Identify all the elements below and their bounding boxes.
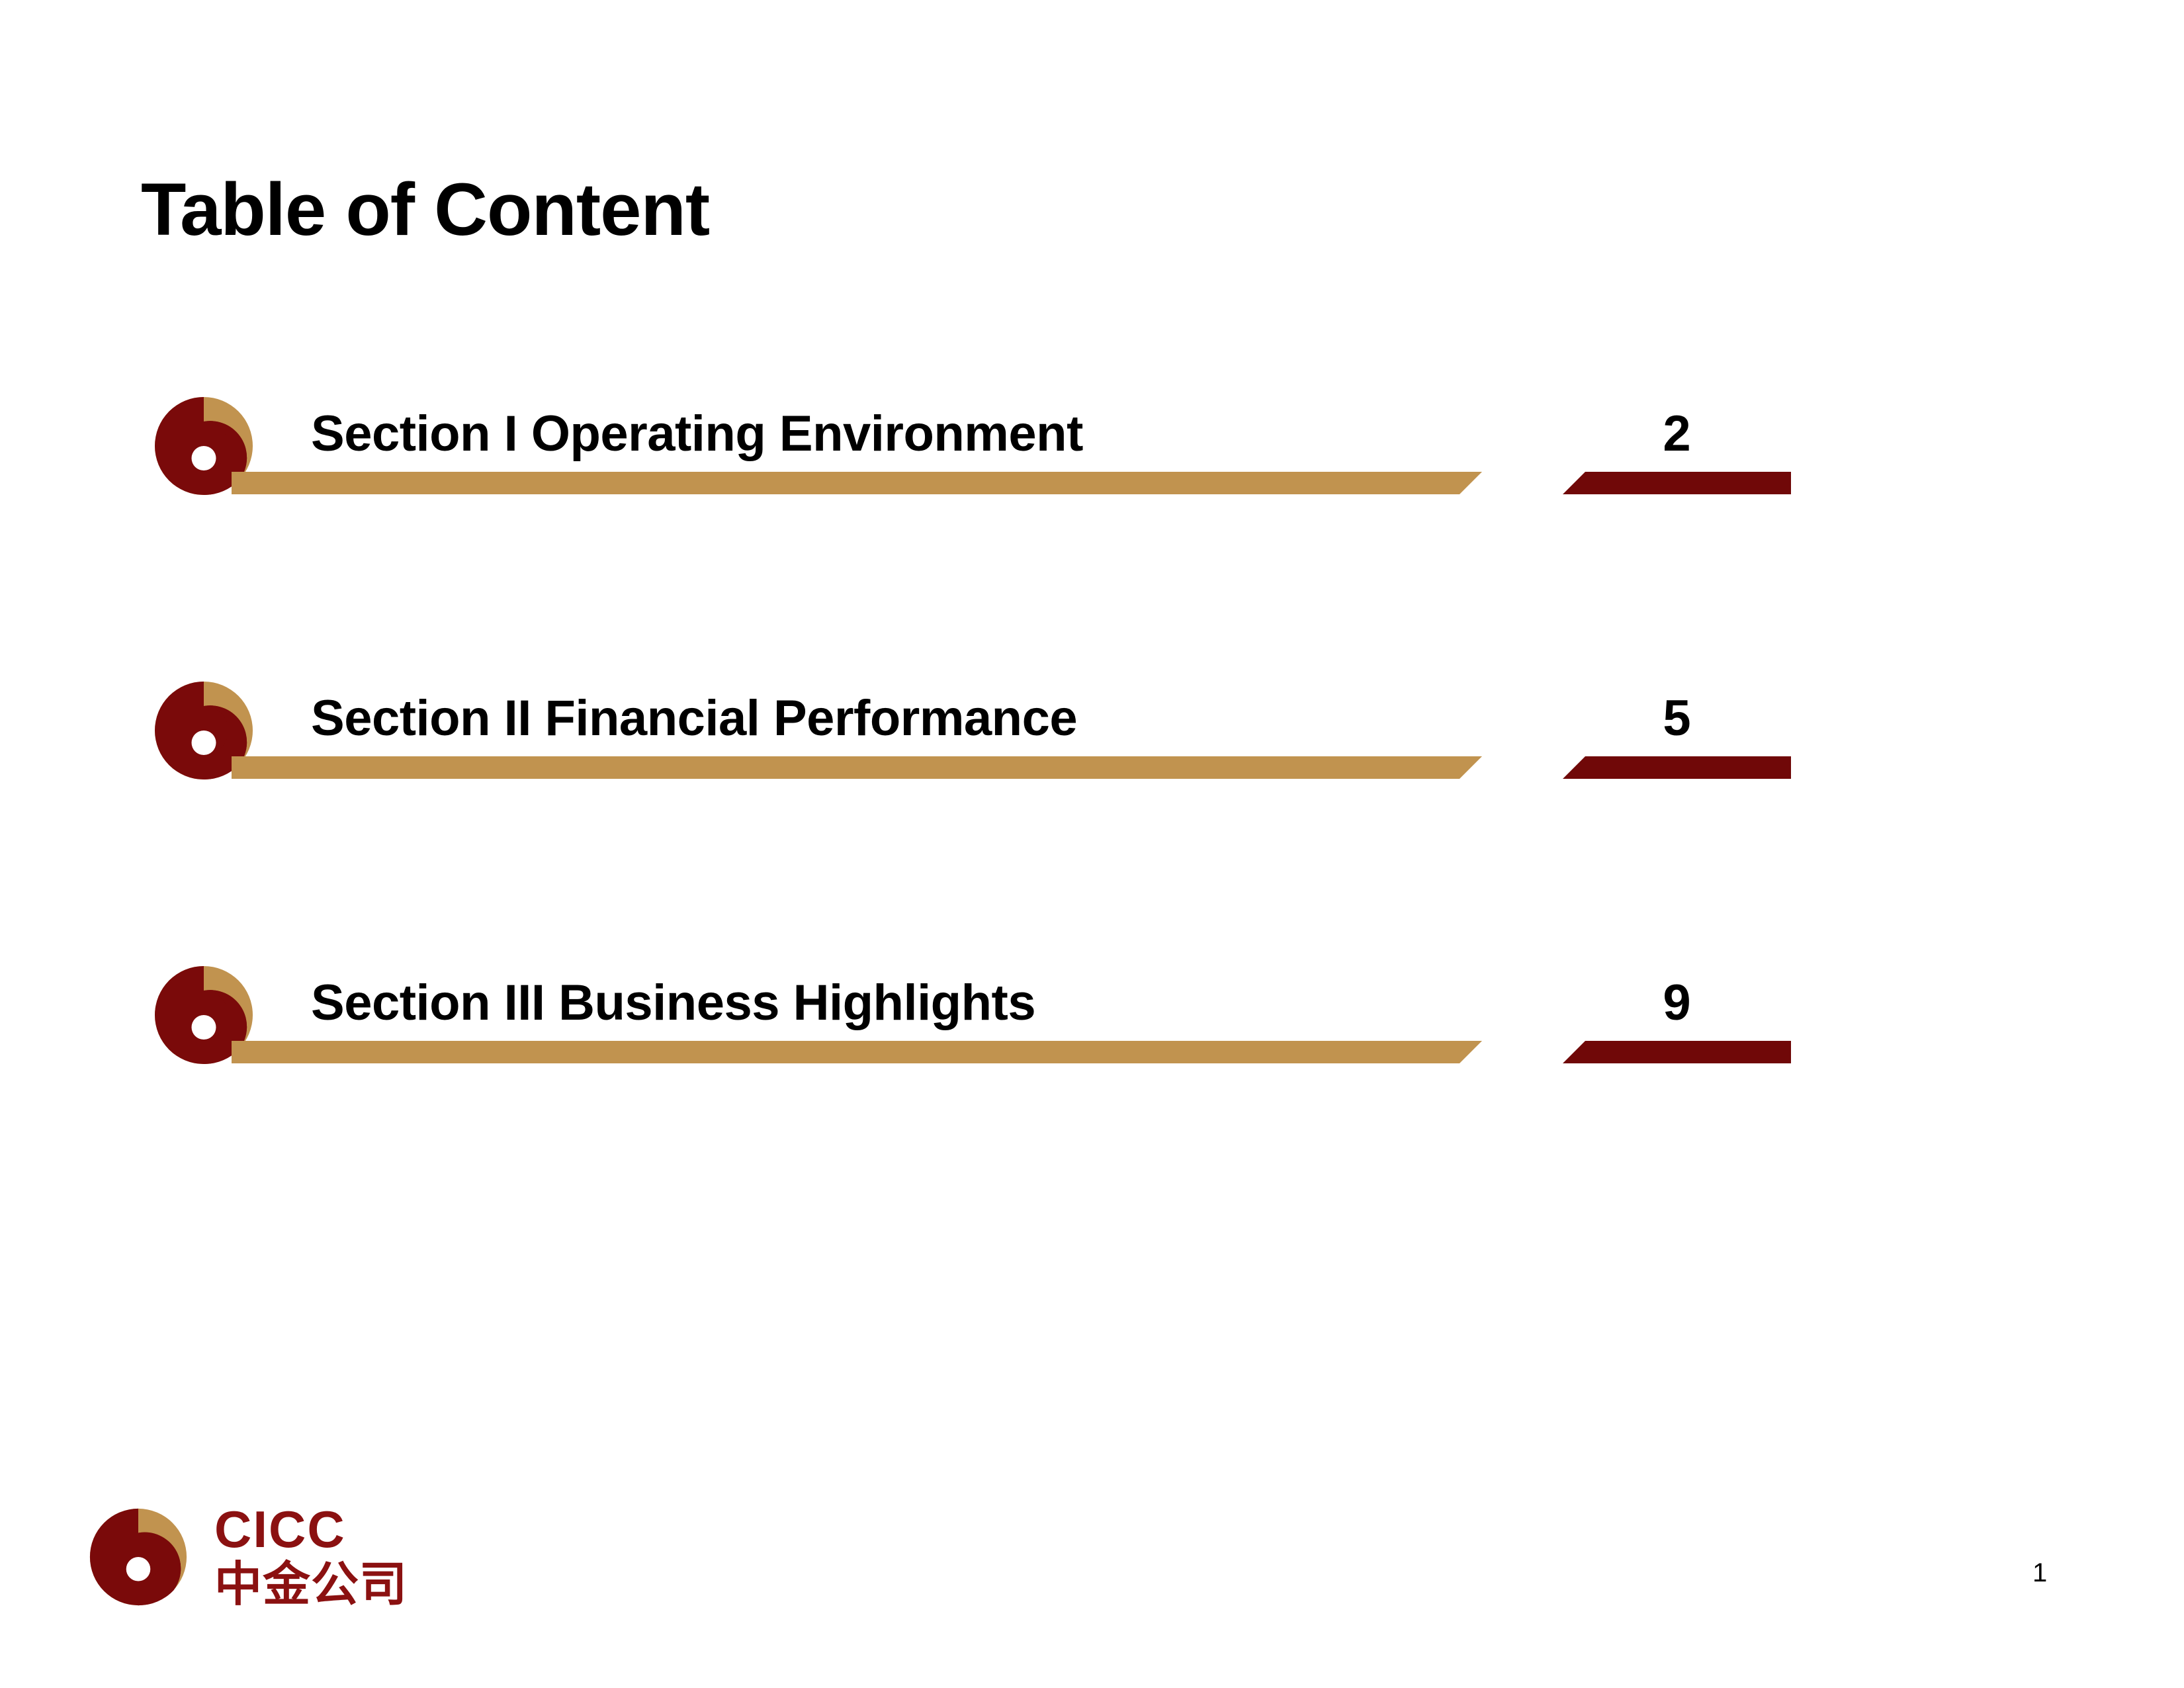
page-title: Table of Content [141,168,710,251]
toc-page-underline [1563,756,1791,779]
toc-row[interactable]: Section II Financial Performance 5 [0,675,2184,807]
toc-leader-line [232,756,1482,779]
brand-latin-text: CICC [214,1500,346,1558]
cicc-ring-icon [151,962,257,1068]
toc-section-label[interactable]: Section III Business Highlights [311,975,1036,1031]
toc-page-underline [1563,1041,1791,1063]
toc-row[interactable]: Section III Business Highlights 9 [0,959,2184,1092]
toc-section-label[interactable]: Section I Operating Environment [311,406,1083,462]
toc-leader-line [232,472,1482,494]
brand-chinese-text: 中金公司 [214,1558,408,1611]
cicc-ring-icon [151,393,257,499]
brand-wordmark: CICC 中金公司 [214,1503,408,1611]
slide-number: 1 [2032,1558,2048,1587]
toc-row[interactable]: Section I Operating Environment 2 [0,390,2184,523]
toc-leader-line [232,1041,1482,1063]
toc-page-underline [1563,472,1791,494]
toc-page-number: 9 [1663,975,1691,1031]
cicc-ring-icon [151,678,257,783]
cicc-ring-logo [86,1505,191,1609]
toc-page-number: 5 [1663,690,1691,746]
toc-page-number: 2 [1663,406,1691,462]
toc-section-label[interactable]: Section II Financial Performance [311,690,1078,746]
cicc-brand-logo: CICC 中金公司 [86,1503,408,1611]
